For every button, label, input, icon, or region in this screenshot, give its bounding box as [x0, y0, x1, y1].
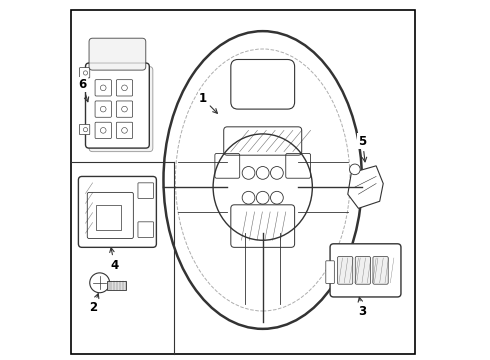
- FancyBboxPatch shape: [107, 281, 126, 290]
- FancyBboxPatch shape: [79, 68, 90, 78]
- FancyBboxPatch shape: [138, 183, 153, 198]
- FancyBboxPatch shape: [79, 124, 90, 135]
- Text: 1: 1: [199, 92, 218, 113]
- Text: 5: 5: [358, 135, 367, 162]
- Text: 6: 6: [78, 78, 89, 102]
- FancyBboxPatch shape: [89, 67, 153, 152]
- Circle shape: [90, 273, 110, 293]
- FancyBboxPatch shape: [78, 176, 156, 247]
- FancyBboxPatch shape: [338, 257, 353, 284]
- Circle shape: [349, 164, 360, 175]
- Polygon shape: [348, 166, 383, 208]
- FancyBboxPatch shape: [355, 257, 370, 284]
- FancyBboxPatch shape: [89, 38, 146, 70]
- FancyBboxPatch shape: [85, 63, 149, 148]
- FancyBboxPatch shape: [138, 222, 153, 238]
- FancyBboxPatch shape: [326, 261, 334, 283]
- FancyBboxPatch shape: [373, 257, 388, 284]
- FancyBboxPatch shape: [330, 244, 401, 297]
- Text: 3: 3: [358, 297, 367, 318]
- Text: 4: 4: [110, 248, 119, 271]
- Text: 2: 2: [89, 294, 99, 314]
- Ellipse shape: [213, 134, 312, 240]
